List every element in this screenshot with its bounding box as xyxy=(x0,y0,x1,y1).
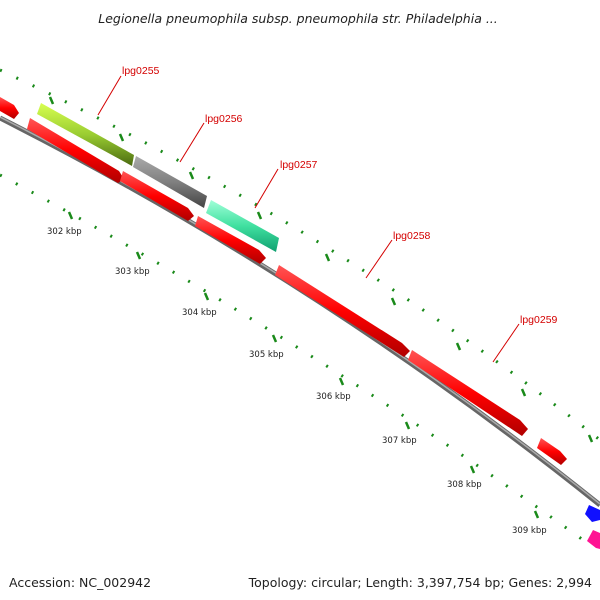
gene-lpg0256-shape xyxy=(133,156,207,208)
gene-arrow xyxy=(195,216,266,264)
backbone-arc xyxy=(0,115,600,507)
scale-label-302: 302 kbp xyxy=(47,227,82,237)
scale-label-309: 309 kbp xyxy=(512,526,547,536)
magenta-feature xyxy=(587,530,600,549)
extra-features xyxy=(585,505,600,549)
gene-label-lpg0257: lpg0257 xyxy=(280,159,318,171)
upper-gene-track xyxy=(37,103,279,252)
map-title: Legionella pneumophila subsp. pneumophil… xyxy=(98,11,498,26)
gene-arrow xyxy=(537,438,567,465)
accession-text: Accession: NC_002942 xyxy=(9,575,151,590)
scale-label-303: 303 kbp xyxy=(115,267,150,277)
blue-feature xyxy=(585,505,600,522)
gene-lpg0255-shape xyxy=(37,103,134,166)
scale-major-ticks xyxy=(67,211,540,519)
outer-tick-ring xyxy=(0,68,600,442)
gene-label-lpg0256: lpg0256 xyxy=(205,113,243,125)
scale-label-305: 305 kbp xyxy=(249,350,284,360)
gene-lpg0257-shape xyxy=(206,200,279,252)
scale-label-306: 306 kbp xyxy=(316,392,351,402)
outer-major-ticks xyxy=(48,96,594,443)
gene-label-lpg0258: lpg0258 xyxy=(393,230,431,242)
gene-arrow xyxy=(27,118,124,183)
scale-label-308: 308 kbp xyxy=(447,480,482,490)
topology-summary-text: Topology: circular; Length: 3,397,754 bp… xyxy=(248,575,592,590)
gene-arrow xyxy=(120,171,194,221)
scale-label-307: 307 kbp xyxy=(382,436,417,446)
gene-label-lpg0259: lpg0259 xyxy=(520,314,558,326)
gene-label-lines xyxy=(97,75,520,363)
red-gene-track xyxy=(0,97,567,465)
gene-arrow xyxy=(408,350,528,436)
gene-label-lpg0255: lpg0255 xyxy=(122,65,160,77)
gene-arrow xyxy=(0,97,19,119)
gene-arrow xyxy=(275,265,410,357)
inner-tick-ring xyxy=(0,173,591,547)
scale-label-304: 304 kbp xyxy=(182,308,217,318)
